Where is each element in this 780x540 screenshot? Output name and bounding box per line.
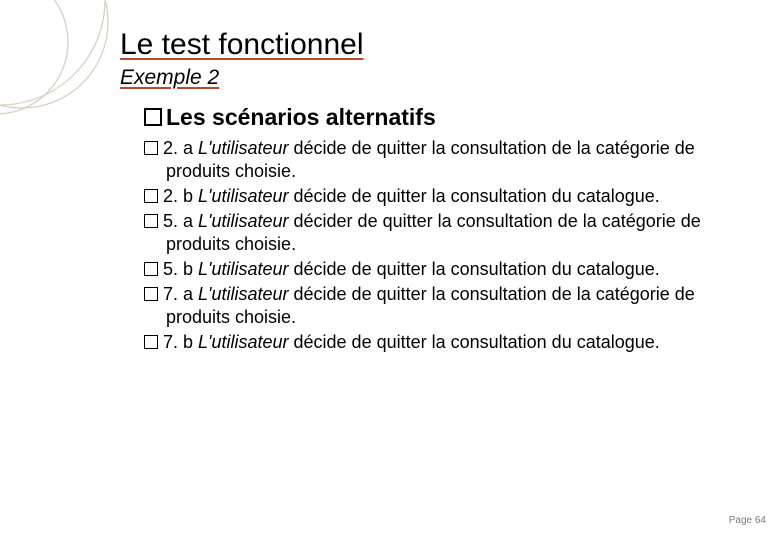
square-bullet-icon: [144, 287, 158, 301]
section-heading: Les scénarios alternatifs: [144, 104, 740, 131]
item-number: 7. a: [163, 284, 198, 304]
page-number: Page 64: [729, 515, 766, 526]
list-item: 5. b L'utilisateur décide de quitter la …: [144, 258, 740, 281]
item-number: 7. b: [163, 332, 198, 352]
list-item: 7. b L'utilisateur décide de quitter la …: [144, 331, 740, 354]
item-actor: L'utilisateur: [198, 138, 288, 158]
square-bullet-icon: [144, 108, 162, 126]
list-item: 7. a L'utilisateur décide de quitter la …: [144, 283, 740, 329]
item-text: décide de quitter la consultation du cat…: [289, 259, 660, 279]
item-number: 2. a: [163, 138, 198, 158]
section-title-text: Les scénarios alternatifs: [166, 104, 436, 130]
square-bullet-icon: [144, 214, 158, 228]
item-number: 5. a: [163, 211, 198, 231]
square-bullet-icon: [144, 189, 158, 203]
slide-subtitle: Exemple 2: [120, 66, 740, 90]
item-actor: L'utilisateur: [198, 332, 288, 352]
square-bullet-icon: [144, 141, 158, 155]
item-text: décide de quitter la consultation du cat…: [289, 186, 660, 206]
item-number: 5. b: [163, 259, 198, 279]
item-number: 2. b: [163, 186, 198, 206]
item-actor: L'utilisateur: [198, 186, 288, 206]
item-actor: L'utilisateur: [198, 284, 288, 304]
square-bullet-icon: [144, 262, 158, 276]
square-bullet-icon: [144, 335, 158, 349]
item-actor: L'utilisateur: [198, 259, 288, 279]
item-text: décide de quitter la consultation du cat…: [289, 332, 660, 352]
list-item: 5. a L'utilisateur décider de quitter la…: [144, 210, 740, 256]
item-actor: L'utilisateur: [198, 211, 288, 231]
scenario-list: 2. a L'utilisateur décide de quitter la …: [144, 137, 740, 354]
list-item: 2. b L'utilisateur décide de quitter la …: [144, 185, 740, 208]
list-item: 2. a L'utilisateur décide de quitter la …: [144, 137, 740, 183]
slide-content: Le test fonctionnel Exemple 2 Les scénar…: [0, 0, 780, 354]
slide-title: Le test fonctionnel: [120, 28, 740, 62]
